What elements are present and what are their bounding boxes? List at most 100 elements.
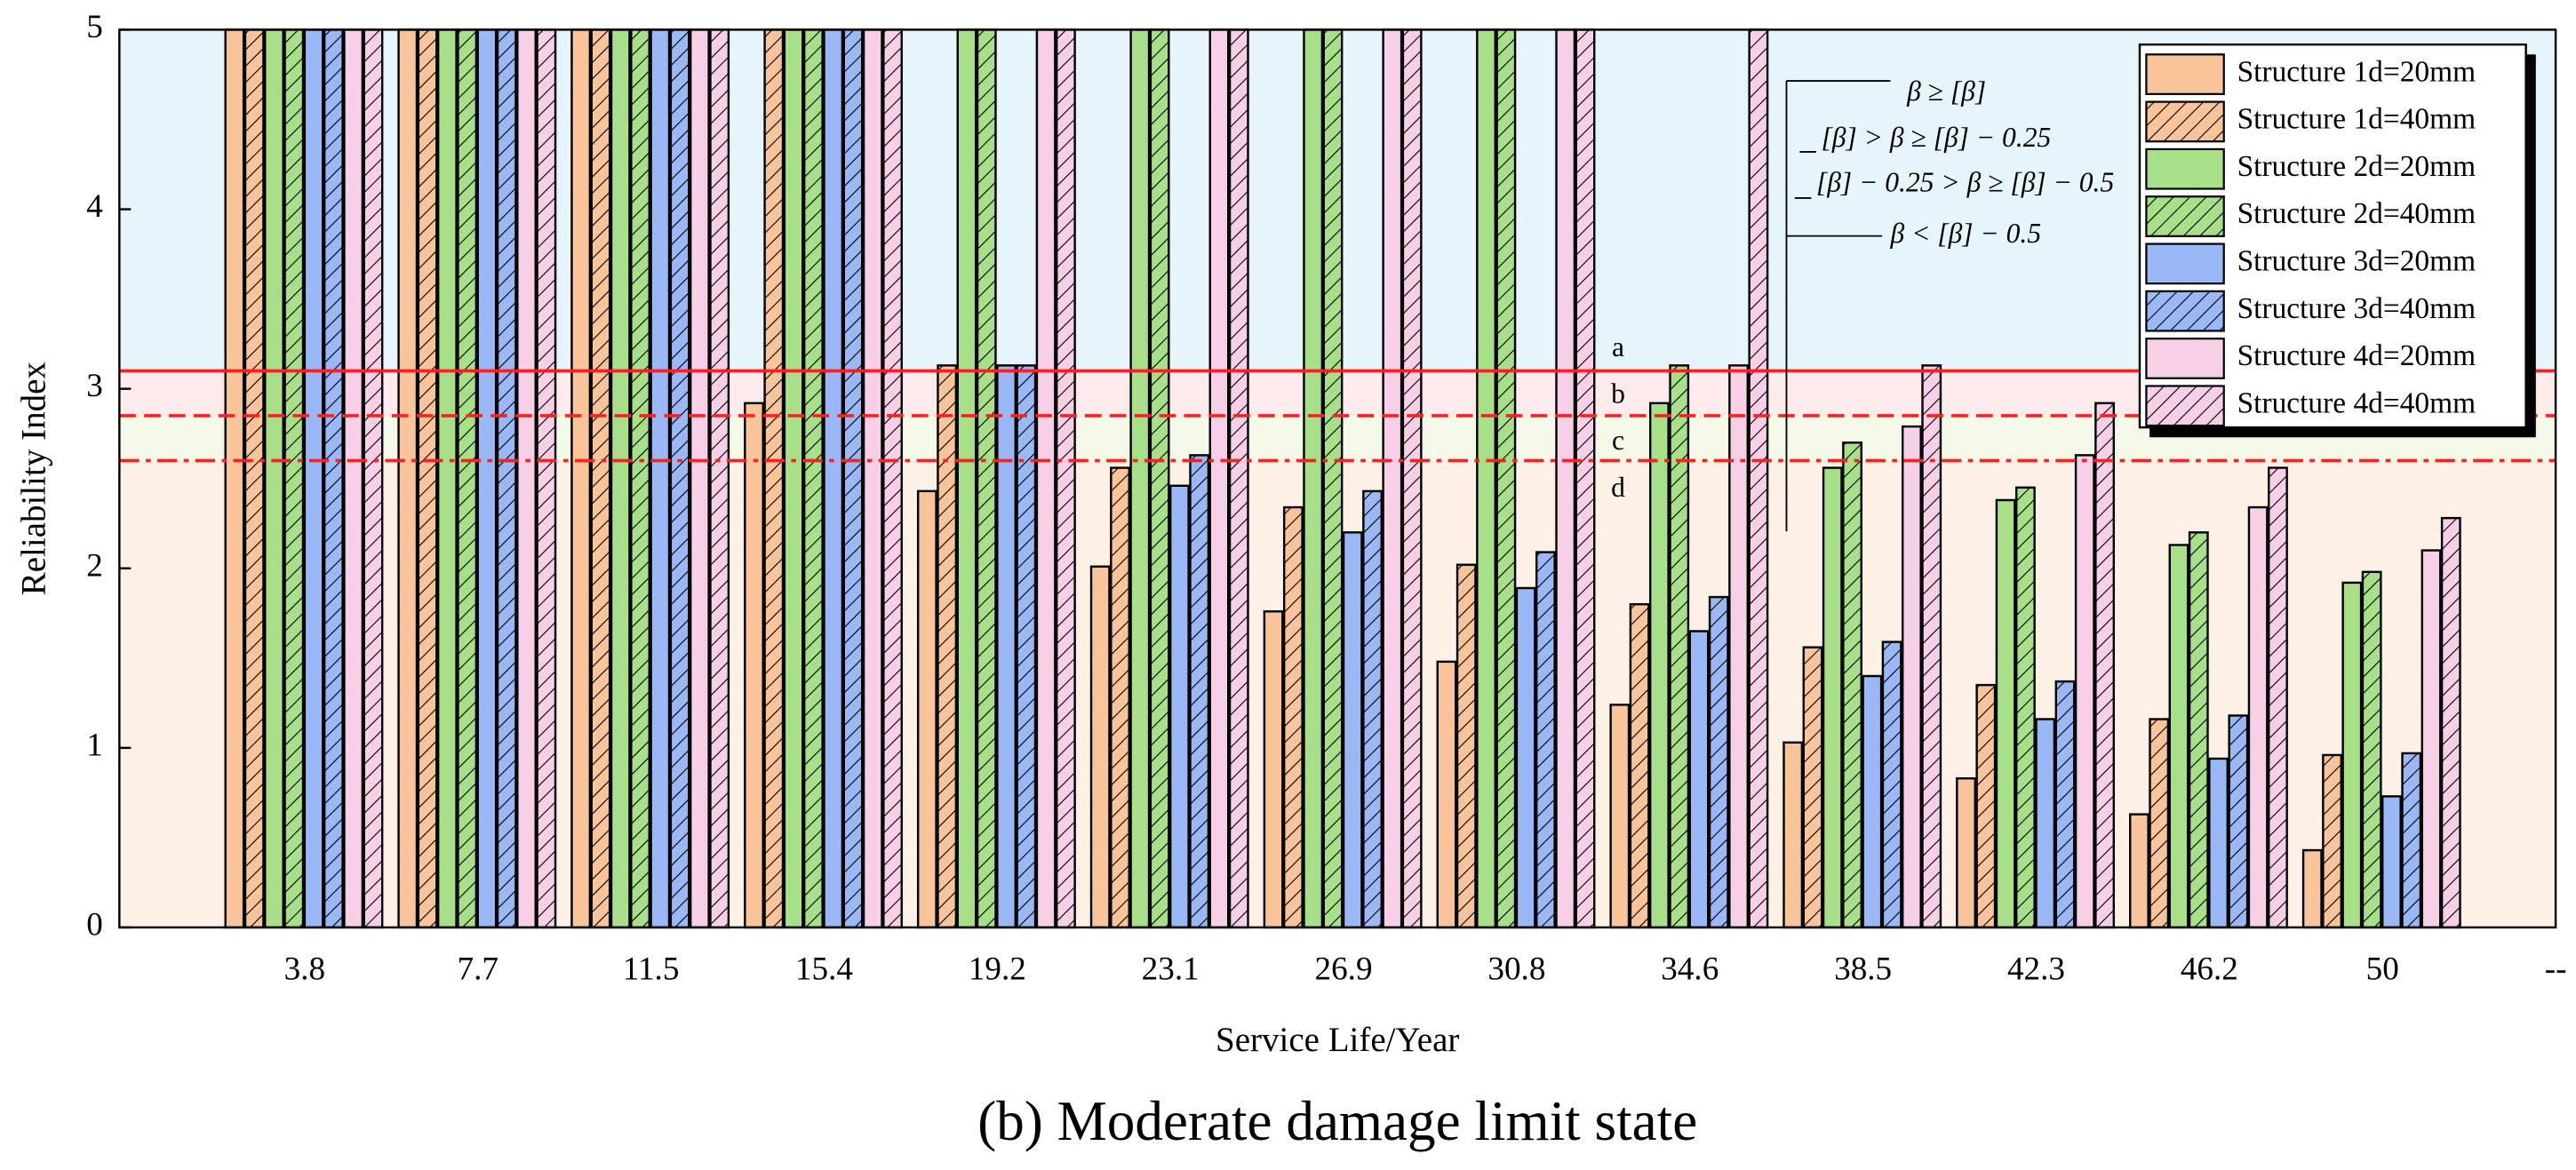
x-tick-label: 26.9: [1315, 951, 1373, 988]
legend-swatch: [2145, 53, 2225, 95]
bar: [823, 28, 844, 929]
bar: [243, 28, 265, 929]
x-tick-label: 34.6: [1661, 951, 1719, 988]
bar: [1535, 551, 1556, 929]
bar: [1055, 28, 1076, 929]
bar: [1189, 454, 1210, 929]
x-tick-label: 11.5: [623, 951, 680, 988]
legend-label: Structure 3d=40mm: [2237, 292, 2476, 325]
bar: [536, 28, 557, 929]
y-axis-label: Reliability Index: [14, 362, 52, 596]
bar: [224, 28, 245, 929]
bar: [1263, 610, 1284, 929]
bar: [1515, 586, 1536, 929]
bar: [842, 28, 864, 929]
bar: [1168, 484, 1190, 929]
band-label: c: [1612, 425, 1624, 456]
bar: [264, 28, 284, 929]
bar: [2054, 680, 2076, 929]
legend-label: Structure 1d=20mm: [2237, 55, 2476, 88]
x-tick-label: 50: [2366, 951, 2399, 988]
bar: [630, 28, 650, 929]
bar: [1362, 489, 1383, 929]
bar: [2228, 714, 2249, 929]
bar: [744, 402, 764, 929]
bar: [882, 28, 903, 929]
bar: [916, 489, 937, 929]
y-tick-label: 2: [86, 547, 103, 584]
bar: [417, 28, 438, 929]
bar: [1035, 28, 1057, 929]
bar: [1303, 28, 1324, 929]
x-tick-label: 15.4: [795, 951, 853, 988]
legend-swatch: [2145, 338, 2225, 379]
bar: [1342, 531, 1363, 929]
bar: [1555, 28, 1576, 929]
bar: [1129, 28, 1151, 929]
bar: [937, 364, 958, 929]
legend-swatch: [2145, 290, 2225, 332]
bar: [2301, 848, 2323, 929]
bar: [1282, 505, 1304, 929]
legend-label: Structure 4d=20mm: [2237, 339, 2476, 372]
bar: [1110, 466, 1130, 929]
bar: [590, 28, 611, 929]
bar: [802, 28, 824, 929]
plot-frame: [118, 28, 2557, 929]
y-tick-label: 4: [86, 188, 103, 225]
band-label: d: [1611, 472, 1625, 503]
bar: [689, 28, 710, 929]
bar: [2094, 402, 2116, 929]
bar: [363, 28, 384, 929]
bar: [2381, 795, 2402, 929]
bar: [570, 28, 592, 929]
bar: [1149, 28, 1170, 929]
bar: [343, 28, 364, 929]
bar: [763, 28, 785, 929]
bar: [1862, 674, 1883, 929]
x-tick-label: 38.5: [1834, 951, 1892, 988]
annotation: [β] − 0.25 > β ≥ [β] − 0.5: [1816, 166, 2114, 197]
bar: [397, 28, 419, 929]
bar: [1208, 28, 1230, 929]
legend-swatch: [2145, 147, 2225, 190]
bar: [2208, 757, 2229, 929]
bar: [1748, 28, 1769, 929]
bar: [862, 28, 883, 929]
bar: [1956, 776, 1976, 929]
legend-swatch: [2145, 195, 2225, 237]
caption: (b) Moderate damage limit state: [977, 1090, 1697, 1152]
bar: [2128, 813, 2149, 929]
annotation: β ≥ [β]: [1906, 76, 1986, 107]
bar: [650, 28, 671, 929]
bar: [1902, 425, 1922, 929]
legend-swatch: [2145, 100, 2225, 143]
bar: [2149, 718, 2170, 929]
bar: [2268, 466, 2288, 929]
bar: [956, 28, 977, 929]
bar: [1089, 565, 1111, 929]
bar: [303, 28, 324, 929]
bar: [1322, 28, 1344, 929]
x-tick-label: --: [2545, 951, 2567, 988]
bar: [2341, 581, 2363, 929]
y-tick-label: 5: [86, 9, 103, 45]
bar: [1575, 28, 1596, 929]
bar: [1995, 498, 2016, 929]
bar: [1401, 28, 1423, 929]
legend-label: Structure 4d=40mm: [2237, 386, 2476, 419]
bar: [2440, 516, 2461, 929]
x-tick-label: 3.8: [284, 951, 325, 988]
x-tick-label: 30.8: [1487, 951, 1545, 988]
bar: [976, 28, 997, 929]
bar: [2015, 486, 2036, 929]
legend-label: Structure 2d=20mm: [2237, 150, 2476, 183]
bar: [496, 28, 517, 929]
bar: [1881, 641, 1902, 929]
bar: [1782, 741, 1804, 929]
y-tick-label: 0: [86, 906, 103, 943]
y-tick-label: 3: [86, 368, 103, 404]
bar: [2035, 718, 2056, 929]
bar: [1382, 28, 1403, 929]
bar: [1921, 364, 1942, 929]
